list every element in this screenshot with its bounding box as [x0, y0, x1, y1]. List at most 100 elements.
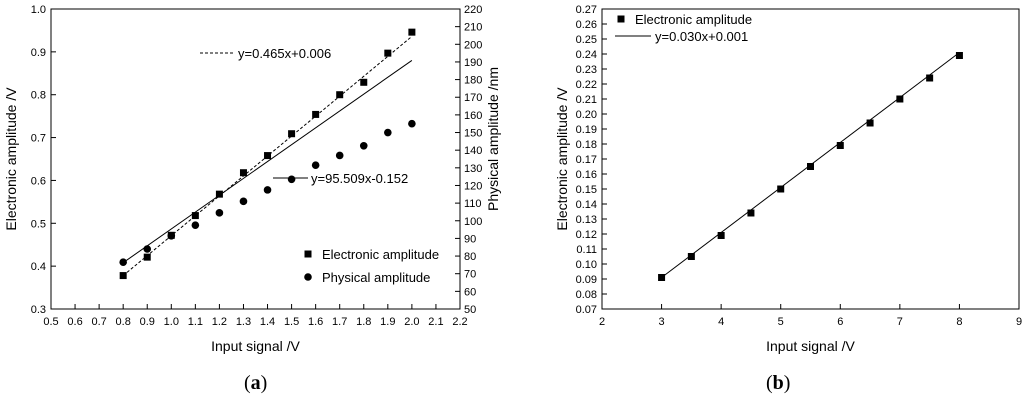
y-tick-label: 0.18: [576, 139, 597, 151]
x-axis-label: Input signal /V: [766, 338, 855, 354]
y-tick-label: 0.20: [576, 109, 597, 121]
y-tick-label: 0.5: [31, 218, 46, 230]
y-right-tick-label: 220: [464, 4, 482, 16]
series-electronic-amplitude: [658, 52, 963, 281]
x-tick-label: 5: [778, 316, 784, 328]
data-point: [143, 245, 152, 253]
y-tick-label: 0.25: [576, 34, 597, 46]
data-point: [119, 258, 127, 267]
y-tick-label: 0.13: [576, 214, 597, 226]
x-tick-label: 9: [1016, 316, 1022, 328]
y-right-tick-label: 80: [464, 251, 476, 263]
legend: Electronic amplitude Physical amplitude: [304, 247, 439, 285]
series-electronic-amplitude: [119, 28, 416, 280]
y-tick-label: 0.07: [576, 304, 597, 316]
data-point: [747, 209, 755, 217]
x-tick-label: 3: [659, 316, 665, 328]
data-point: [359, 141, 368, 150]
y-right-tick-label: 100: [464, 216, 482, 228]
y-right-tick-label: 140: [464, 145, 482, 157]
fit-line: [122, 60, 413, 264]
data-point: [896, 95, 904, 103]
y-tick-label: 0.26: [576, 19, 597, 31]
data-point: [836, 142, 844, 149]
x-tick-label: 1.6: [308, 316, 323, 328]
y-tick-label: 0.8: [31, 90, 46, 102]
x-axis-label: Input signal /V: [211, 338, 300, 354]
legend-marker: [617, 15, 625, 23]
y-tick-label: 0.15: [576, 184, 597, 196]
y-tick-label: 1.0: [31, 4, 46, 16]
data-point: [384, 49, 392, 57]
data-point: [191, 212, 199, 220]
x-tick-label: 2.0: [404, 316, 419, 328]
y-right-tick-label: 180: [464, 75, 482, 87]
x-tick-label: 2.2: [452, 316, 467, 328]
data-point: [215, 209, 224, 217]
data-point: [336, 91, 344, 99]
x-tick-label: 8: [956, 316, 962, 328]
y-right-tick-label: 150: [464, 128, 482, 140]
data-point: [777, 185, 785, 193]
y-tick-label: 0.16: [576, 169, 597, 181]
x-tick-label: 7: [897, 316, 903, 328]
data-point: [239, 197, 248, 206]
caption-a: (a): [244, 372, 268, 394]
y-tick-label: 0.08: [576, 289, 597, 301]
x-tick-label: 0.9: [140, 316, 155, 328]
data-point: [264, 152, 272, 160]
series-physical-amplitude: [119, 119, 416, 267]
data-point: [119, 272, 127, 280]
data-point: [384, 128, 392, 137]
data-point: [408, 119, 416, 128]
legend-label: Electronic amplitude: [322, 247, 439, 262]
y-tick-label: 0.10: [576, 259, 597, 271]
y-tick-label: 0.4: [31, 261, 46, 273]
x-tick-label: 1.2: [212, 316, 227, 328]
x-tick-label: 0.8: [116, 316, 131, 328]
x-tick-label: 1.4: [260, 316, 275, 328]
data-point: [807, 163, 814, 170]
x-tick-label: 2.1: [428, 316, 443, 328]
y-tick-label: 0.11: [576, 244, 597, 256]
chart-panel-a: 0.5 0.6 0.7 0.8 0.9 1.0 1.1 1.2 1.3 1.4 1.5 1.6 1.7 1…: [3, 4, 501, 354]
x-tick-label: 1.1: [188, 316, 203, 328]
y-right-tick-label: 160: [464, 110, 482, 122]
data-point: [312, 110, 320, 118]
y-axis-label: Electronic amplitude /V: [554, 87, 570, 231]
y-tick-label: 0.6: [31, 175, 46, 187]
y-tick-label: 0.14: [576, 199, 597, 211]
data-point: [658, 274, 666, 281]
x-tick-label: 1.5: [284, 316, 299, 328]
y-right-tick-label: 210: [464, 22, 482, 34]
legend-fit-label: y=0.030x+0.001: [655, 29, 748, 44]
plot-frame: [50, 8, 461, 310]
x-tick-label: 1.3: [236, 316, 251, 328]
data-point: [143, 253, 151, 261]
data-point: [360, 78, 368, 86]
data-point: [408, 28, 416, 36]
y-right-tick-label: 50: [464, 304, 476, 316]
data-point: [287, 175, 296, 184]
y-tick-label: 0.22: [576, 79, 597, 91]
y-right-tick-label: 70: [464, 269, 476, 281]
y-right-tick-label: 130: [464, 163, 482, 175]
y-axis-label: Electronic amplitude /V: [3, 87, 19, 231]
y-right-tick-label: 120: [464, 180, 482, 192]
caption-b: (b): [766, 372, 791, 394]
data-point: [955, 52, 963, 59]
y-tick-label: 0.12: [576, 229, 597, 241]
y-tick-label: 0.3: [31, 304, 46, 316]
x-tick-label: 1.7: [332, 316, 347, 328]
legend-marker: [304, 250, 312, 258]
data-point: [263, 186, 272, 194]
y-tick-label: 0.9: [31, 47, 46, 59]
data-point: [239, 169, 247, 177]
caption-a-letter: a: [250, 372, 261, 394]
x-tick-label: 2: [599, 316, 605, 328]
data-point: [215, 190, 223, 198]
data-point: [717, 232, 725, 239]
y-tick-label: 0.7: [31, 133, 46, 145]
y-right-axis-label: Physical amplitude /nm: [485, 67, 501, 211]
